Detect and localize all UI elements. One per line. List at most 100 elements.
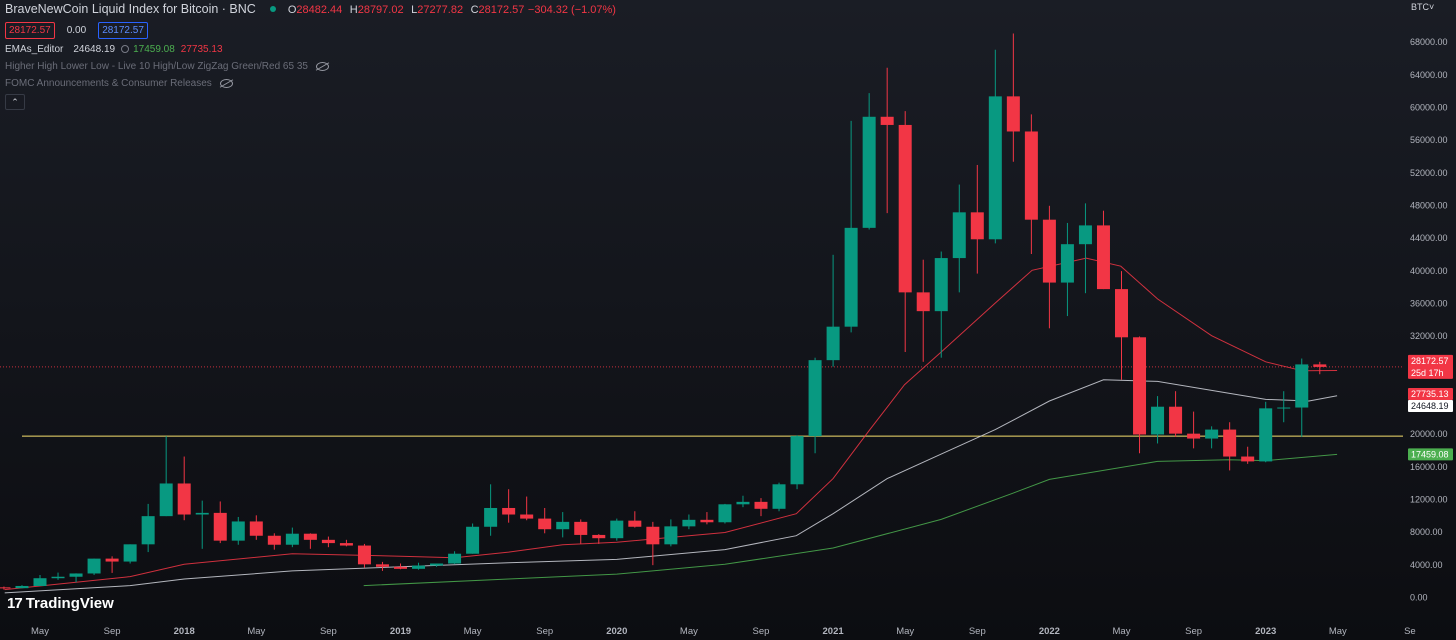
candle — [375, 561, 389, 571]
candle — [69, 573, 83, 583]
candle — [159, 436, 173, 517]
candle-body — [412, 565, 426, 569]
indicator-zigzag-name[interactable]: Higher High Lower Low - Live 10 High/Low… — [5, 61, 308, 72]
price-label: 24648.19 — [1408, 400, 1453, 412]
candle-body — [321, 539, 335, 544]
price-label: 27735.13 — [1408, 388, 1453, 400]
price-label-value: 28172.57 — [1411, 356, 1449, 366]
candle-body — [123, 544, 137, 562]
candles[interactable] — [0, 33, 1327, 590]
candle — [1259, 401, 1273, 463]
x-tick-label: May — [896, 626, 914, 637]
candle — [682, 514, 696, 530]
price-label-bg — [1408, 354, 1453, 379]
y-tick-label: 52000.00 — [1410, 168, 1448, 178]
y-tick-label: 40000.00 — [1410, 266, 1448, 276]
y-tick-label: 20000.00 — [1410, 429, 1448, 439]
hidden-eye-icon[interactable] — [219, 78, 233, 88]
price-label-countdown: 25d 17h — [1411, 368, 1444, 378]
candle — [1096, 210, 1110, 290]
hidden-eye-icon[interactable] — [315, 61, 329, 71]
candle-body — [213, 512, 227, 541]
candle — [700, 512, 714, 525]
candle — [1024, 114, 1038, 254]
candle-body — [141, 516, 155, 545]
candle — [15, 585, 29, 589]
candle-body — [1295, 364, 1309, 408]
candle-body — [844, 227, 858, 327]
candle — [339, 539, 353, 547]
circle-icon — [121, 45, 130, 54]
candle-body — [826, 326, 840, 361]
candle — [898, 111, 912, 352]
candle — [1313, 361, 1327, 375]
candle-body — [33, 578, 47, 586]
x-tick-label: 2020 — [606, 626, 627, 637]
ema_mid-line — [4, 379, 1338, 594]
candle-body — [267, 535, 281, 545]
candle-body — [1187, 433, 1201, 439]
candle — [448, 551, 462, 564]
indicator-fomc[interactable]: FOMC Announcements & Consumer Releases — [5, 78, 233, 89]
y-tick-label: 68000.00 — [1410, 37, 1448, 47]
candle-body — [1096, 225, 1110, 290]
indicator-zigzag[interactable]: Higher High Lower Low - Live 10 High/Low… — [5, 61, 329, 72]
open-value: 28482.44 — [296, 4, 343, 16]
y-tick-label: 0.00 — [1410, 593, 1428, 603]
candle-body — [520, 514, 534, 519]
indicator-emas-value-2: 17459.08 — [133, 44, 175, 55]
candle — [754, 498, 768, 517]
candle-body — [988, 96, 1002, 240]
x-tick-label: May — [464, 626, 482, 637]
candle-body — [0, 587, 11, 589]
price-label-value: 17459.08 — [1411, 449, 1449, 459]
candle — [844, 120, 858, 333]
x-tick-label: May — [1113, 626, 1131, 637]
x-tick-label: May — [247, 626, 265, 637]
x-tick-label: May — [680, 626, 698, 637]
candle — [1277, 391, 1291, 423]
candle — [790, 435, 804, 490]
candle-body — [502, 507, 516, 515]
candle — [1205, 426, 1219, 449]
indicator-emas-name[interactable]: EMAs_Editor — [5, 44, 64, 55]
symbol-title[interactable]: BraveNewCoin Liquid Index for Bitcoin · … — [5, 2, 256, 16]
price-axis[interactable]: 0.00 4000.00 8000.00 12000.00 16000.00 20000.… — [1410, 37, 1448, 602]
candle-body — [880, 116, 894, 125]
candle — [213, 501, 227, 544]
time-axis[interactable]: May Sep 2018 May Sep 2019 May Sep 2020 May Sep 2021… — [31, 626, 1416, 637]
candle-body — [538, 518, 552, 530]
y-tick-label: 16000.00 — [1410, 462, 1448, 472]
price-label-bg — [1408, 388, 1453, 400]
candle — [628, 511, 642, 528]
order-panel: 28172.57 0.00 28172.57 — [5, 22, 148, 39]
buy-button[interactable]: 28172.57 — [98, 22, 148, 39]
candle-body — [466, 526, 480, 554]
candle-body — [105, 558, 119, 562]
candle — [0, 586, 11, 590]
candle — [33, 574, 47, 586]
candle-body — [51, 576, 65, 579]
candle-body — [700, 519, 714, 523]
candle — [952, 184, 966, 293]
indicator-emas[interactable]: EMAs_Editor 24648.19 17459.08 27735.13 — [5, 44, 223, 55]
candle-body — [177, 483, 191, 515]
candle — [916, 259, 930, 362]
x-tick-label: 2019 — [390, 626, 411, 637]
currency-selector[interactable]: BTC˅ — [1411, 2, 1435, 12]
collapse-legend-button[interactable]: ⌃ — [5, 94, 25, 110]
candle — [231, 516, 245, 545]
spread-value: 0.00 — [66, 25, 87, 36]
indicator-fomc-name[interactable]: FOMC Announcements & Consumer Releases — [5, 78, 212, 89]
change-value: −304.32 (−1.07%) — [527, 4, 616, 16]
high-value: 28797.02 — [357, 4, 404, 16]
candle — [1187, 411, 1201, 449]
candle — [646, 521, 660, 566]
y-tick-label: 56000.00 — [1410, 135, 1448, 145]
x-tick-label: Sep — [1185, 626, 1202, 637]
sell-button[interactable]: 28172.57 — [5, 22, 55, 39]
candle — [934, 251, 948, 358]
candle-body — [430, 563, 444, 566]
candle — [123, 544, 137, 564]
